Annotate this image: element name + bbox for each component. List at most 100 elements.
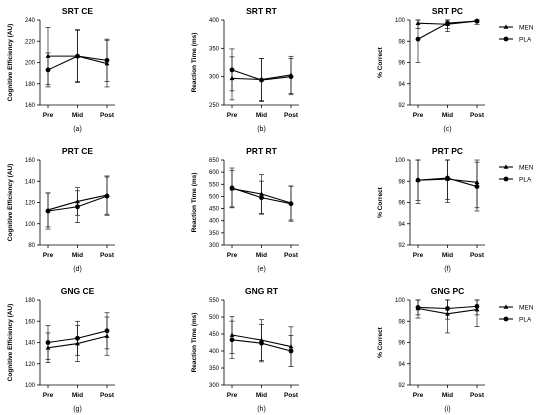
- panel-prt-pc: PRT PC 92 94 96 98 100 Pre Mid Post % Correct (f) M…: [377, 146, 534, 273]
- legend-marker: [503, 316, 509, 322]
- y-tick-label: 100: [25, 383, 36, 389]
- data-point: [259, 340, 264, 346]
- panel-subcaption: (h): [257, 406, 266, 413]
- legend-marker: [503, 304, 509, 309]
- x-tick-label: Mid: [72, 392, 83, 399]
- x-tick-label: Post: [100, 252, 115, 259]
- x-tick-label: Mid: [256, 252, 267, 259]
- x-tick-label: Post: [284, 252, 299, 259]
- x-tick-label: Post: [470, 112, 485, 119]
- x-tick-label: Pre: [43, 112, 54, 119]
- x-tick-label: Pre: [413, 392, 424, 399]
- legend-marker: [503, 164, 509, 169]
- data-point: [45, 340, 51, 345]
- legend-label: MEN: [519, 25, 534, 32]
- y-tick-label: 96: [398, 341, 405, 347]
- panel-title: PRT CE: [62, 146, 94, 156]
- y-tick-label: 80: [28, 243, 35, 249]
- data-point: [229, 185, 235, 191]
- panel-prt-ce: PRT CE 80 100 120 140 160 Pre Mid Post Cognitive …: [7, 146, 115, 273]
- y-axis-label: Reaction Time (ms): [191, 173, 198, 233]
- y-tick-label: 140: [25, 341, 36, 347]
- panel-title: SRT RT: [246, 6, 278, 16]
- panel-title: GNG PC: [431, 286, 465, 296]
- series-pla: [45, 29, 110, 88]
- data-point: [474, 303, 480, 309]
- panel-subcaption: (b): [257, 126, 266, 133]
- y-tick-label: 180: [25, 82, 36, 88]
- panel-title: GNG CE: [61, 286, 95, 296]
- panel-subcaption: (d): [73, 266, 82, 273]
- legend-label: PLA: [519, 37, 532, 44]
- legend-marker: [503, 24, 509, 29]
- x-tick-label: Post: [284, 112, 299, 119]
- y-tick-label: 98: [398, 319, 405, 325]
- y-tick-label: 500: [209, 194, 220, 200]
- series-pla: [415, 159, 480, 212]
- y-tick-label: 300: [209, 243, 220, 249]
- y-tick-label: 94: [398, 362, 405, 368]
- y-tick-label: 450: [209, 332, 220, 338]
- x-tick-label: Mid: [256, 112, 267, 119]
- data-point: [445, 175, 450, 181]
- y-tick-label: 500: [209, 315, 220, 321]
- x-tick-label: Pre: [43, 392, 54, 399]
- panel-srt-ce: SRT CE 160 180 200 220 240 Pre Mid Post Cognitive…: [7, 6, 115, 133]
- y-tick-label: 600: [209, 170, 220, 176]
- y-tick-label: 100: [395, 158, 406, 164]
- data-point: [229, 67, 235, 73]
- panel-title: SRT CE: [62, 6, 94, 16]
- data-point: [104, 328, 110, 334]
- data-point: [259, 195, 264, 201]
- panel-srt-rt: SRT RT 250 300 350 400 Pre Mid Post Reaction Tim…: [191, 6, 299, 133]
- x-tick-label: Pre: [413, 112, 424, 119]
- y-tick-label: 550: [209, 298, 220, 304]
- series-pla: [229, 167, 294, 222]
- legend-label: MEN: [519, 165, 534, 172]
- x-tick-label: Mid: [72, 112, 83, 119]
- y-axis-label: Reaction Time (ms): [191, 33, 198, 93]
- panel-gng-rt: GNG RT 300 350 400 450 500 550 Pre Mid Post Reacti…: [191, 286, 299, 413]
- data-point: [288, 74, 294, 80]
- panel-subcaption: (a): [73, 126, 82, 133]
- series-pla: [45, 312, 110, 360]
- legend: MEN PLA: [499, 164, 534, 184]
- data-point: [445, 20, 450, 26]
- x-tick-label: Post: [284, 392, 299, 399]
- y-axis-label: Cognitive Efficiency (AU): [7, 24, 14, 102]
- data-point: [75, 204, 80, 210]
- series-pla: [415, 299, 480, 320]
- legend-label: PLA: [519, 177, 532, 184]
- y-axis-label: % Correct: [377, 186, 384, 218]
- y-tick-label: 250: [209, 103, 220, 109]
- y-tick-label: 200: [25, 61, 36, 67]
- panel-srt-pc: SRT PC 92 94 96 98 100 Pre Mid Post % Correct (c) M…: [377, 6, 534, 133]
- x-tick-label: Pre: [413, 252, 424, 259]
- data-point: [104, 57, 110, 63]
- x-tick-label: Post: [100, 112, 115, 119]
- panel-subcaption: (f): [444, 266, 451, 273]
- x-tick-label: Pre: [227, 252, 238, 259]
- data-point: [474, 18, 480, 24]
- y-tick-label: 450: [209, 207, 220, 213]
- y-tick-label: 96: [398, 61, 405, 67]
- data-point: [445, 306, 450, 311]
- panel-title: PRT PC: [432, 146, 463, 156]
- data-point: [474, 184, 480, 189]
- data-point: [45, 67, 51, 73]
- y-tick-label: 550: [209, 182, 220, 188]
- x-tick-label: Post: [470, 252, 485, 259]
- data-point: [259, 77, 264, 83]
- panel-subcaption: (g): [73, 406, 82, 413]
- data-point: [229, 337, 235, 343]
- y-tick-label: 160: [25, 103, 36, 109]
- panel-title: SRT PC: [432, 6, 463, 16]
- data-point: [415, 177, 421, 183]
- y-tick-label: 120: [25, 201, 36, 207]
- y-tick-label: 650: [209, 158, 220, 164]
- data-point: [415, 305, 421, 310]
- panel-gng-ce: GNG CE 100 120 140 160 180 Pre Mid Post Cognitive…: [7, 286, 115, 413]
- y-tick-label: 350: [209, 231, 220, 237]
- data-point: [75, 335, 80, 341]
